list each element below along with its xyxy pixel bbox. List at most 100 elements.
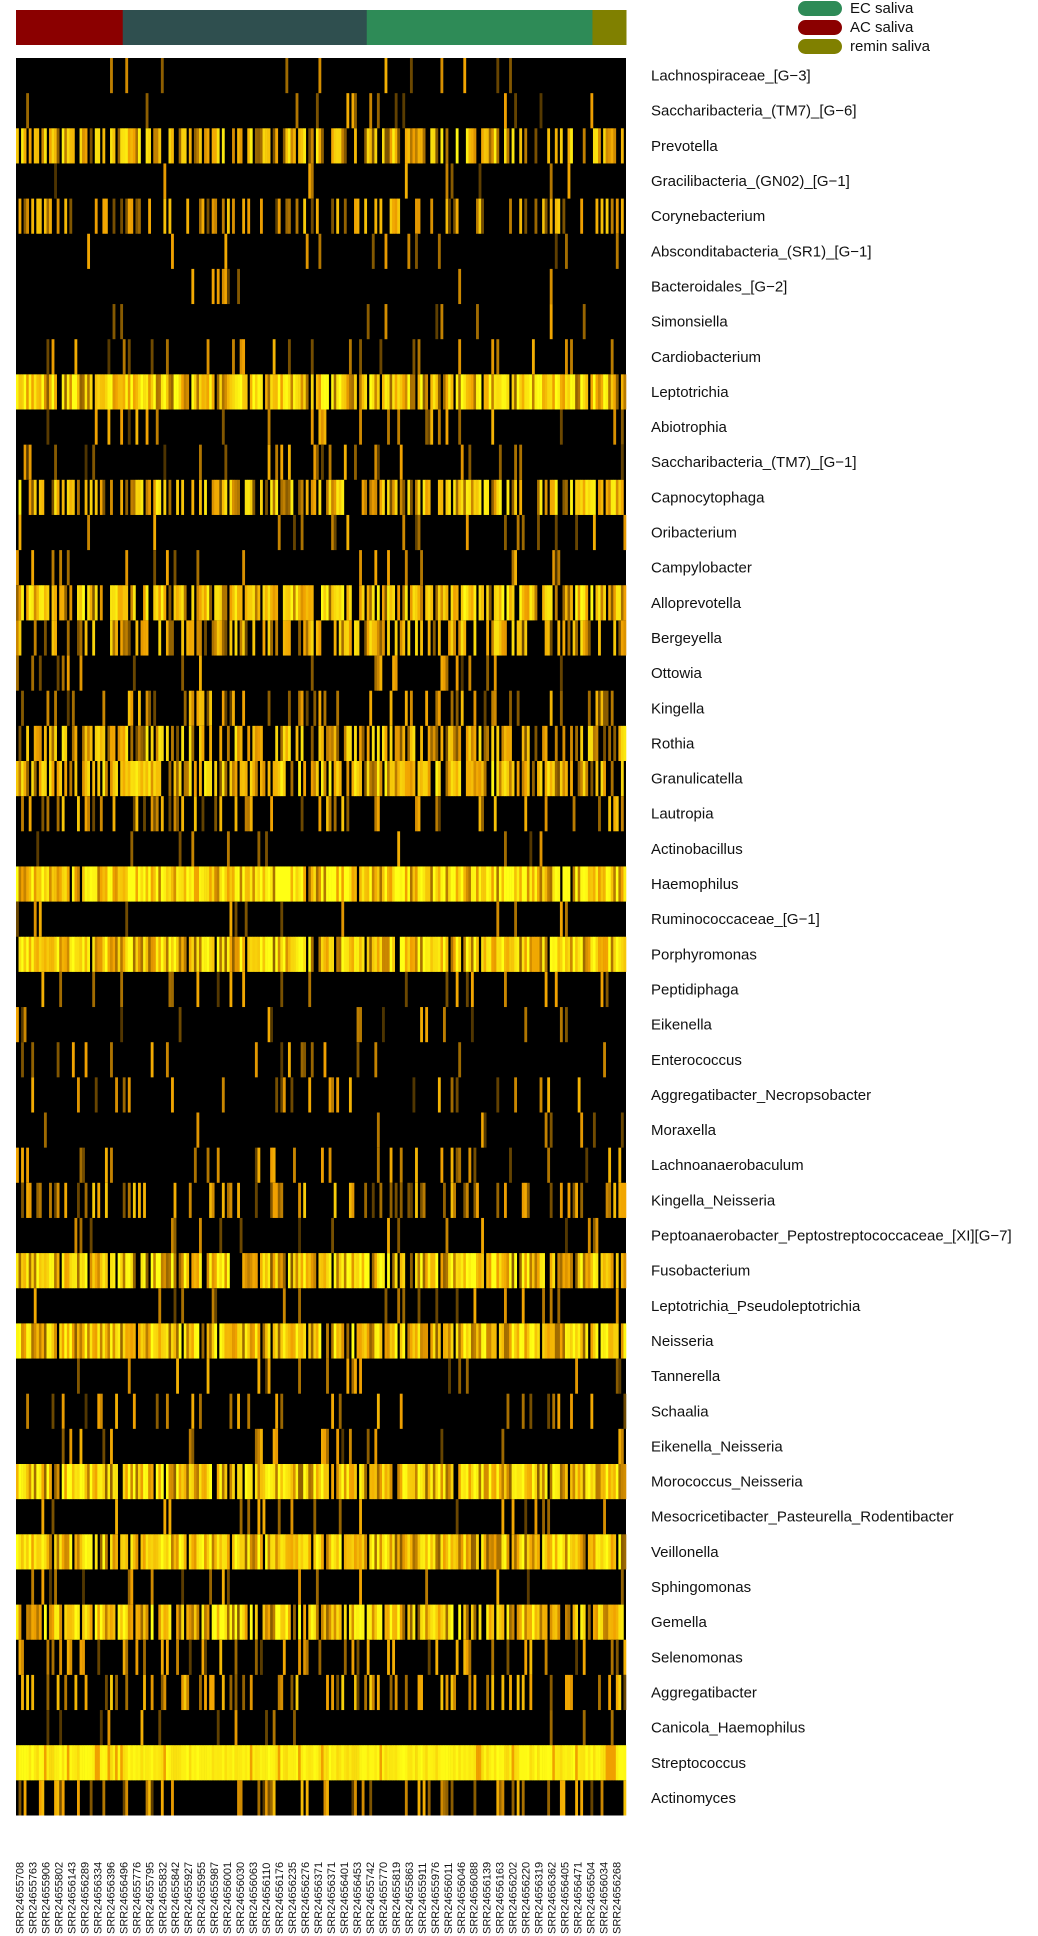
heatmap-cell (249, 866, 253, 902)
heatmap-cell (338, 1499, 342, 1535)
column-label: SRR24655708 (15, 1862, 27, 1934)
heatmap-cell (209, 690, 213, 726)
heatmap-cell (102, 198, 106, 234)
heatmap-cell (71, 1745, 75, 1781)
heatmap-cell (422, 1323, 426, 1359)
heatmap-cell (254, 128, 258, 164)
heatmap-cell (178, 374, 182, 410)
heatmap-cell (425, 1604, 429, 1640)
heatmap-cell (135, 128, 139, 164)
heatmap-cell (295, 725, 299, 761)
heatmap-cell (534, 374, 538, 410)
heatmap-cell (376, 1464, 380, 1500)
heatmap-cell (333, 1182, 337, 1218)
heatmap-cell (420, 620, 423, 656)
heatmap-cell (613, 620, 617, 656)
heatmap-cell (547, 585, 551, 621)
heatmap-cell (608, 479, 612, 515)
heatmap-cell (97, 1604, 101, 1640)
heatmap-cell (501, 936, 505, 972)
heatmap-cell (69, 936, 73, 972)
heatmap-cell (115, 1499, 118, 1535)
heatmap-cell (257, 936, 261, 972)
heatmap-cell (481, 1323, 484, 1359)
heatmap-cell (104, 1253, 108, 1289)
heatmap-cell (504, 1288, 507, 1324)
heatmap-cell (562, 1745, 566, 1781)
heatmap-body (16, 58, 627, 1816)
heatmap-cell (201, 796, 205, 832)
heatmap-cell (615, 796, 619, 832)
heatmap-cell (287, 1042, 291, 1078)
heatmap-cell (356, 1639, 360, 1675)
heatmap-cell (107, 1604, 111, 1640)
heatmap-cell (519, 198, 523, 234)
heatmap-cell (92, 1182, 96, 1218)
heatmap-cell (620, 796, 624, 832)
heatmap-cell (346, 761, 350, 797)
heatmap-cell (437, 796, 441, 832)
heatmap-cell (455, 1639, 459, 1675)
heatmap-cell (554, 374, 558, 410)
heatmap-cell (99, 1393, 103, 1429)
column-label: SRR24656034 (599, 1862, 611, 1934)
heatmap-cell (206, 866, 210, 902)
heatmap-cell (404, 374, 408, 410)
heatmap-cell (196, 1604, 200, 1640)
heatmap-cell (43, 1464, 47, 1500)
heatmap-cell (242, 620, 246, 656)
column-label: SRR24655906 (40, 1862, 52, 1934)
heatmap-cell (509, 1253, 512, 1289)
heatmap-cell (176, 796, 179, 832)
heatmap-cell (600, 866, 604, 902)
heatmap-cell (168, 796, 172, 832)
heatmap-cell (277, 866, 281, 902)
heatmap-cell (303, 1042, 307, 1078)
heatmap-cell (341, 1674, 345, 1711)
heatmap-cell (559, 1780, 563, 1816)
heatmap-cell (455, 655, 459, 691)
heatmap-cell (28, 374, 32, 410)
heatmap-cell (209, 866, 213, 902)
column-label: SRR24655987 (209, 1862, 221, 1934)
heatmap-cell (511, 761, 515, 797)
heatmap-cell (399, 761, 403, 797)
heatmap-cell (199, 690, 202, 726)
heatmap-cell (127, 1569, 131, 1605)
heatmap-cell (158, 1534, 162, 1570)
heatmap-cell (409, 1534, 413, 1570)
heatmap-cell (516, 514, 520, 551)
heatmap-cell (417, 128, 421, 164)
heatmap-cell (425, 409, 429, 445)
heatmap-cell (376, 620, 380, 656)
heatmap-cell (562, 936, 566, 972)
heatmap-cell (61, 1253, 65, 1289)
heatmap-cell (404, 971, 408, 1008)
heatmap-cell (216, 374, 220, 410)
heatmap-cell (547, 374, 551, 410)
heatmap-cell (496, 374, 500, 410)
heatmap-cell (598, 1745, 601, 1781)
heatmap-cell (397, 1534, 401, 1570)
column-label: SRR24656220 (521, 1862, 533, 1934)
heatmap-cell (582, 1464, 586, 1500)
heatmap-cell (102, 1780, 106, 1816)
heatmap-cell (443, 1007, 446, 1043)
heatmap-cell (31, 1077, 35, 1113)
heatmap-cell (143, 374, 146, 410)
heatmap-cell (77, 866, 80, 902)
heatmap-cell (153, 690, 157, 726)
heatmap-cell (570, 1534, 573, 1570)
heatmap-cell (608, 1745, 612, 1781)
heatmap-cell (249, 128, 253, 164)
heatmap-cell (440, 866, 444, 902)
heatmap-cell (298, 761, 301, 797)
column-label: SRR24656289 (79, 1862, 91, 1934)
heatmap-cell (282, 1604, 286, 1640)
heatmap-cell (531, 1464, 535, 1500)
heatmap-cell (415, 936, 418, 972)
heatmap-cell (204, 936, 207, 972)
heatmap-cell (336, 1428, 340, 1464)
heatmap-cell (321, 444, 324, 480)
heatmap-cell (26, 1147, 30, 1183)
